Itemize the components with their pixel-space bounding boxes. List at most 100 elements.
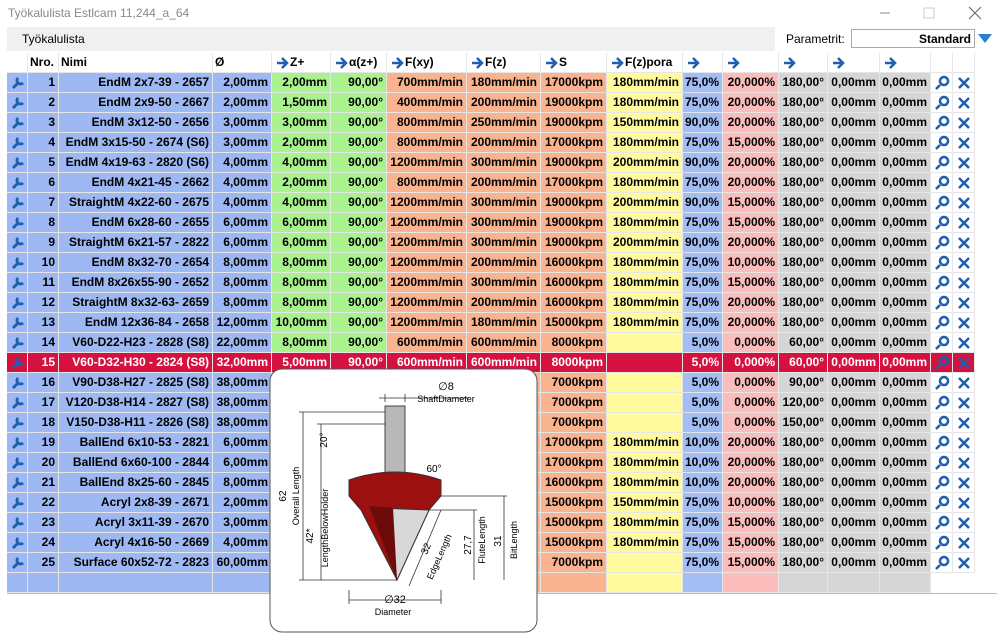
- delete-button[interactable]: [953, 113, 975, 133]
- column-header[interactable]: Z+: [272, 53, 331, 73]
- delete-button[interactable]: [953, 413, 975, 433]
- delete-button[interactable]: [953, 453, 975, 473]
- delete-button[interactable]: [953, 313, 975, 333]
- search-button[interactable]: [931, 133, 953, 153]
- edit-button[interactable]: [7, 413, 28, 433]
- edit-button[interactable]: [7, 93, 28, 113]
- edit-button[interactable]: [7, 173, 28, 193]
- delete-button[interactable]: [953, 353, 975, 373]
- search-button[interactable]: [931, 473, 953, 493]
- edit-button[interactable]: [7, 293, 28, 313]
- edit-button[interactable]: [7, 553, 28, 573]
- edit-button[interactable]: [7, 73, 28, 93]
- delete-button[interactable]: [953, 293, 975, 313]
- column-header[interactable]: S: [541, 53, 607, 73]
- delete-button[interactable]: [953, 373, 975, 393]
- edit-button[interactable]: [7, 333, 28, 353]
- column-header[interactable]: Ø: [213, 53, 272, 73]
- window-controls[interactable]: [870, 0, 990, 26]
- wrench-icon: [11, 316, 25, 330]
- edit-button[interactable]: [7, 113, 28, 133]
- search-button[interactable]: [931, 453, 953, 473]
- column-header[interactable]: [779, 53, 828, 73]
- table-cell: 180mm/min: [467, 313, 541, 333]
- dropdown-arrow[interactable]: [978, 34, 992, 44]
- edit-button[interactable]: [7, 153, 28, 173]
- search-button[interactable]: [931, 353, 953, 373]
- search-button[interactable]: [931, 433, 953, 453]
- search-button[interactable]: [931, 253, 953, 273]
- delete-button[interactable]: [953, 333, 975, 353]
- column-header[interactable]: [828, 53, 880, 73]
- search-button[interactable]: [931, 153, 953, 173]
- edit-button[interactable]: [7, 313, 28, 333]
- delete-button[interactable]: [953, 493, 975, 513]
- search-button[interactable]: [931, 233, 953, 253]
- menu-item[interactable]: Työkalulista: [22, 32, 85, 46]
- column-header[interactable]: [880, 53, 931, 73]
- delete-button[interactable]: [953, 93, 975, 113]
- search-button[interactable]: [931, 73, 953, 93]
- table-cell: Surface 60x52-72 - 2823: [59, 553, 213, 573]
- edit-button[interactable]: [7, 273, 28, 293]
- edit-button[interactable]: [7, 513, 28, 533]
- delete-button[interactable]: [953, 73, 975, 93]
- column-header[interactable]: Nimi: [59, 53, 213, 73]
- edit-button[interactable]: [7, 393, 28, 413]
- delete-button[interactable]: [953, 433, 975, 453]
- edit-button[interactable]: [7, 353, 28, 373]
- search-button[interactable]: [931, 413, 953, 433]
- empty-cell: [880, 573, 931, 593]
- search-button[interactable]: [931, 373, 953, 393]
- edit-button[interactable]: [7, 373, 28, 393]
- edit-button[interactable]: [7, 473, 28, 493]
- edit-button[interactable]: [7, 233, 28, 253]
- delete-button[interactable]: [953, 233, 975, 253]
- column-header[interactable]: F(z)pora: [607, 53, 683, 73]
- column-header[interactable]: F(z): [467, 53, 541, 73]
- column-header[interactable]: [723, 53, 779, 73]
- param-select[interactable]: Standard: [851, 29, 975, 48]
- search-button[interactable]: [931, 553, 953, 573]
- edit-button[interactable]: [7, 213, 28, 233]
- delete-button[interactable]: [953, 553, 975, 573]
- delete-button[interactable]: [953, 393, 975, 413]
- close[interactable]: [968, 6, 982, 20]
- search-button[interactable]: [931, 173, 953, 193]
- delete-button[interactable]: [953, 533, 975, 553]
- delete-button[interactable]: [953, 273, 975, 293]
- delete-button[interactable]: [953, 193, 975, 213]
- maximize[interactable]: [923, 7, 935, 19]
- column-header[interactable]: Nro.: [28, 53, 59, 73]
- search-button[interactable]: [931, 333, 953, 353]
- search-button[interactable]: [931, 313, 953, 333]
- edit-button[interactable]: [7, 193, 28, 213]
- search-button[interactable]: [931, 393, 953, 413]
- search-button[interactable]: [931, 93, 953, 113]
- delete-button[interactable]: [953, 253, 975, 273]
- search-button[interactable]: [931, 113, 953, 133]
- column-header[interactable]: [683, 53, 723, 73]
- table-cell: EndM 6x28-60 - 2655: [59, 213, 213, 233]
- search-button[interactable]: [931, 193, 953, 213]
- search-button[interactable]: [931, 293, 953, 313]
- edit-button[interactable]: [7, 453, 28, 473]
- delete-button[interactable]: [953, 153, 975, 173]
- search-button[interactable]: [931, 533, 953, 553]
- search-button[interactable]: [931, 213, 953, 233]
- delete-button[interactable]: [953, 513, 975, 533]
- delete-button[interactable]: [953, 213, 975, 233]
- delete-button[interactable]: [953, 133, 975, 153]
- edit-button[interactable]: [7, 493, 28, 513]
- delete-button[interactable]: [953, 173, 975, 193]
- column-header[interactable]: α(z+): [331, 53, 387, 73]
- edit-button[interactable]: [7, 533, 28, 553]
- edit-button[interactable]: [7, 253, 28, 273]
- search-button[interactable]: [931, 273, 953, 293]
- delete-button[interactable]: [953, 473, 975, 493]
- search-button[interactable]: [931, 493, 953, 513]
- column-header[interactable]: F(xy): [387, 53, 467, 73]
- edit-button[interactable]: [7, 133, 28, 153]
- search-button[interactable]: [931, 513, 953, 533]
- edit-button[interactable]: [7, 433, 28, 453]
